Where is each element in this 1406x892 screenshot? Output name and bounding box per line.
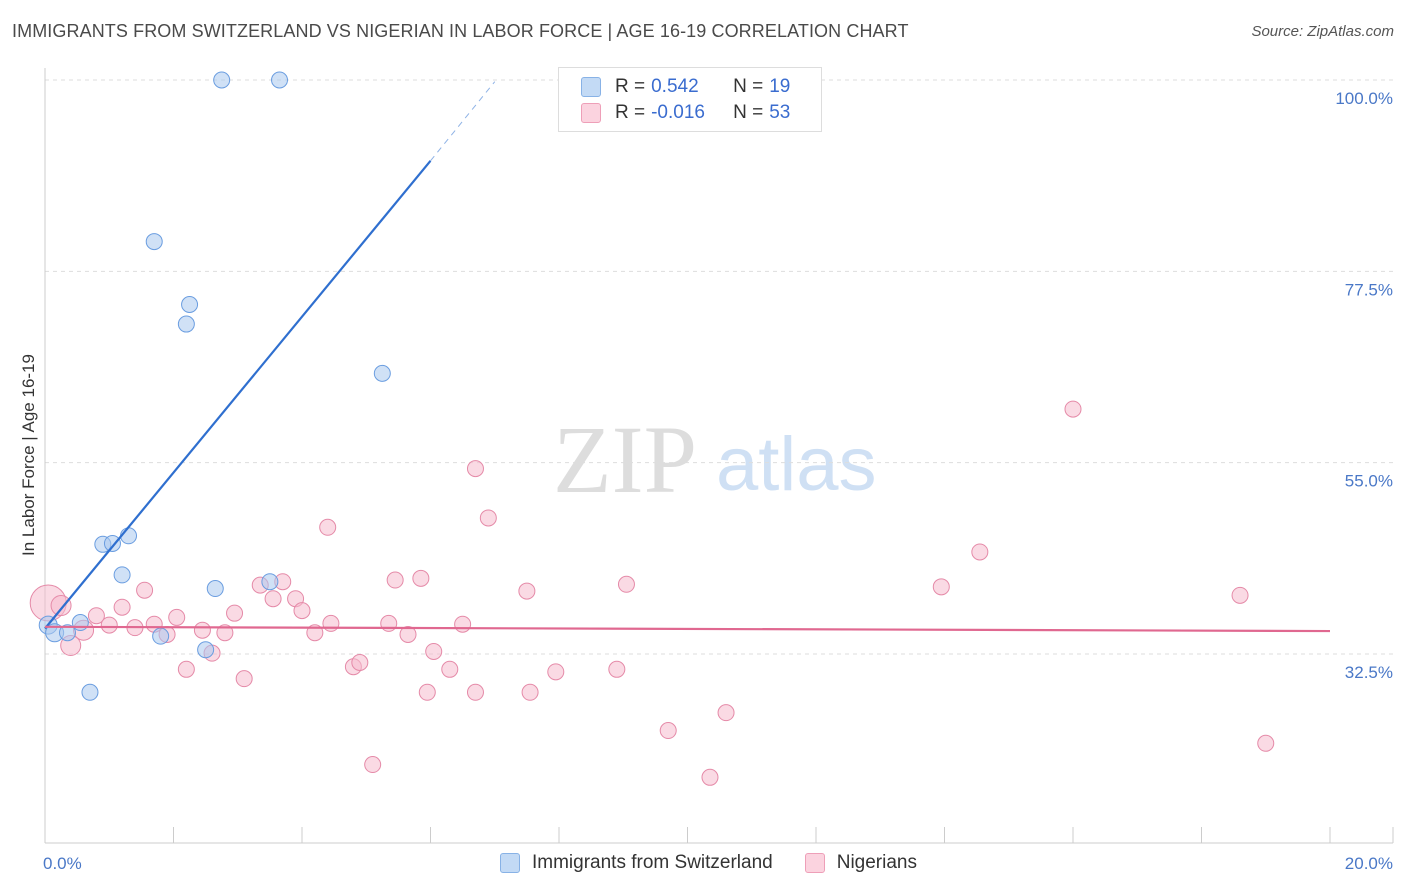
series-legend: Immigrants from Switzerland Nigerians bbox=[500, 852, 949, 874]
point-switzerland bbox=[213, 71, 231, 89]
legend-n-label: N = bbox=[733, 102, 764, 123]
legend-swatch-nigerians bbox=[804, 853, 825, 873]
point-nigerians bbox=[547, 663, 565, 681]
point-nigerians bbox=[971, 543, 989, 561]
x-ticks bbox=[44, 827, 1394, 843]
point-nigerians bbox=[235, 670, 253, 688]
point-nigerians bbox=[168, 608, 186, 626]
point-nigerians bbox=[659, 722, 677, 740]
legend-row-switzerland: R = 0.542 N = 19 bbox=[581, 75, 790, 99]
point-nigerians bbox=[418, 683, 436, 701]
point-nigerians bbox=[441, 660, 459, 678]
point-nigerians bbox=[717, 704, 735, 722]
point-switzerland bbox=[373, 364, 391, 382]
gridlines bbox=[45, 79, 1393, 655]
point-nigerians bbox=[399, 625, 417, 643]
point-switzerland bbox=[113, 566, 131, 584]
point-nigerians bbox=[425, 642, 443, 660]
y-tick-labels: 32.5% 55.0% 77.5% 100.0% bbox=[1335, 89, 1393, 682]
legend-r-label: R = bbox=[615, 102, 646, 123]
y-tick-label: 100.0% bbox=[1335, 89, 1393, 108]
point-switzerland bbox=[261, 573, 279, 591]
point-nigerians bbox=[466, 683, 484, 701]
point-nigerians bbox=[87, 607, 105, 625]
trend-lines bbox=[44, 81, 1331, 633]
point-nigerians bbox=[518, 582, 536, 600]
point-nigerians bbox=[177, 660, 195, 678]
point-nigerians bbox=[386, 571, 404, 589]
y-tick-label: 77.5% bbox=[1345, 280, 1393, 299]
legend-swatch-switzerland bbox=[500, 853, 520, 873]
point-nigerians bbox=[136, 581, 154, 599]
stats-legend: R = 0.542 N = 19 R = -0.016 N = 53 bbox=[558, 67, 822, 132]
point-switzerland bbox=[152, 627, 170, 645]
y-tick-label: 55.0% bbox=[1345, 472, 1393, 491]
point-switzerland bbox=[71, 614, 89, 632]
legend-n-label: N = bbox=[733, 76, 764, 97]
point-nigerians bbox=[466, 460, 484, 478]
point-switzerland bbox=[145, 233, 163, 251]
point-nigerians bbox=[412, 569, 430, 587]
point-nigerians bbox=[479, 509, 497, 527]
legend-n-value: 19 bbox=[769, 76, 791, 97]
legend-item-nigerians: Nigerians bbox=[804, 852, 917, 874]
x-tick-label-max: 20.0% bbox=[1345, 854, 1393, 873]
point-nigerians bbox=[1257, 734, 1275, 752]
axes bbox=[44, 68, 1393, 844]
point-switzerland bbox=[206, 580, 224, 598]
chart-title: IMMIGRANTS FROM SWITZERLAND VS NIGERIAN … bbox=[12, 21, 909, 41]
legend-r-value: 0.542 bbox=[651, 76, 699, 97]
point-nigerians bbox=[293, 602, 311, 620]
point-switzerland bbox=[197, 641, 215, 659]
point-nigerians bbox=[322, 614, 340, 632]
trend-line-nigerians bbox=[44, 625, 1331, 633]
point-nigerians bbox=[113, 598, 131, 616]
legend-swatch-switzerland bbox=[581, 77, 601, 97]
point-nigerians bbox=[932, 578, 950, 596]
y-tick-label: 32.5% bbox=[1345, 663, 1393, 682]
source-credit: Source: ZipAtlas.com bbox=[1251, 23, 1394, 40]
point-nigerians bbox=[264, 590, 282, 608]
legend-label-switzerland: Immigrants from Switzerland bbox=[532, 852, 773, 873]
point-nigerians bbox=[1064, 400, 1082, 418]
legend-swatch-nigerians bbox=[581, 103, 601, 123]
point-nigerians bbox=[351, 654, 369, 672]
point-nigerians bbox=[100, 616, 118, 634]
legend-r-label: R = bbox=[615, 76, 646, 97]
x-tick-label-min: 0.0% bbox=[43, 854, 82, 873]
watermark-atlas: atlas bbox=[716, 422, 877, 507]
point-nigerians bbox=[454, 615, 472, 633]
point-switzerland bbox=[177, 315, 195, 333]
point-nigerians bbox=[617, 575, 635, 593]
point-nigerians bbox=[701, 768, 719, 786]
trend-line-extension bbox=[430, 81, 496, 162]
point-nigerians bbox=[193, 621, 211, 639]
legend-item-switzerland: Immigrants from Switzerland bbox=[500, 852, 773, 874]
point-switzerland bbox=[271, 71, 289, 89]
y-axis-label: In Labor Force | Age 16-19 bbox=[19, 354, 38, 556]
legend-r-value: -0.016 bbox=[651, 102, 705, 123]
point-switzerland bbox=[181, 295, 199, 313]
watermark-zip: ZIP bbox=[553, 406, 697, 513]
point-switzerland bbox=[81, 683, 99, 701]
legend-row-nigerians: R = -0.016 N = 53 bbox=[581, 101, 790, 125]
point-switzerland bbox=[58, 624, 76, 642]
trend-line-switzerland bbox=[44, 160, 432, 630]
watermark: ZIP atlas bbox=[553, 406, 877, 513]
point-nigerians bbox=[216, 624, 234, 642]
point-nigerians bbox=[1231, 586, 1249, 604]
point-nigerians bbox=[226, 604, 244, 622]
point-nigerians bbox=[50, 595, 72, 617]
point-nigerians bbox=[364, 756, 382, 774]
point-nigerians bbox=[319, 518, 337, 536]
point-nigerians bbox=[608, 660, 626, 678]
legend-label-nigerians: Nigerians bbox=[836, 852, 917, 873]
point-switzerland bbox=[120, 527, 138, 545]
point-nigerians bbox=[521, 683, 539, 701]
point-switzerland bbox=[103, 534, 121, 552]
legend-n-value: 53 bbox=[769, 102, 791, 123]
